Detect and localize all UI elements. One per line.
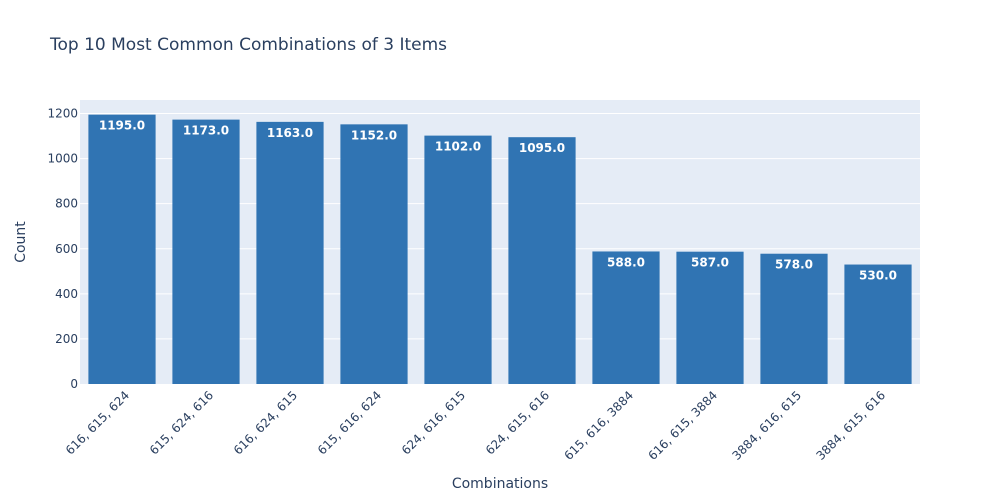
x-tick-label: 615, 624, 616 xyxy=(147,388,216,457)
y-tick-label: 0 xyxy=(70,377,78,391)
bar[interactable] xyxy=(340,124,408,384)
bar-value-label: 1152.0 xyxy=(351,128,397,142)
x-tick-label: 616, 615, 624 xyxy=(63,388,132,457)
x-axis-ticks: 616, 615, 624 615, 624, 616 616, 624, 615 6… xyxy=(63,388,888,463)
bar-value-label: 578.0 xyxy=(775,258,813,272)
bar[interactable] xyxy=(508,137,576,384)
bar-value-label: 1173.0 xyxy=(183,124,229,138)
x-tick-label: 616, 624, 615 xyxy=(231,388,300,457)
bars xyxy=(88,114,912,385)
bar-value-label: 587.0 xyxy=(691,256,729,270)
bar[interactable] xyxy=(256,121,324,384)
bar-value-label: 1102.0 xyxy=(435,140,481,154)
bar[interactable] xyxy=(676,251,744,384)
x-tick-label: 615, 616, 3884 xyxy=(561,388,636,463)
y-tick-label: 800 xyxy=(55,197,78,211)
bar-labels: 1195.0 1173.0 1163.0 1152.0 1102.0 1095.0 588.… xyxy=(99,119,897,283)
bar-value-label: 1195.0 xyxy=(99,119,145,133)
x-tick-label: 3884, 616, 615 xyxy=(729,388,804,463)
bar-value-label: 588.0 xyxy=(607,255,645,269)
x-tick-label: 3884, 615, 616 xyxy=(813,388,888,463)
y-axis-title: Count xyxy=(13,221,29,263)
y-tick-label: 1200 xyxy=(47,107,78,121)
bar[interactable] xyxy=(424,135,492,384)
y-tick-label: 200 xyxy=(55,332,78,346)
y-tick-label: 1000 xyxy=(47,152,78,166)
x-tick-label: 624, 615, 616 xyxy=(483,388,552,457)
bar-value-label: 1163.0 xyxy=(267,126,313,140)
bar[interactable] xyxy=(760,253,828,384)
x-axis-title: Combinations xyxy=(452,476,548,492)
bar[interactable] xyxy=(88,114,156,385)
x-tick-label: 624, 616, 615 xyxy=(399,388,468,457)
bar[interactable] xyxy=(592,251,660,384)
x-tick-label: 616, 615, 3884 xyxy=(645,388,720,463)
chart-title: Top 10 Most Common Combinations of 3 Ite… xyxy=(49,35,447,55)
bar-value-label: 530.0 xyxy=(859,269,897,283)
y-tick-label: 600 xyxy=(55,242,78,256)
y-tick-label: 400 xyxy=(55,287,78,301)
x-tick-label: 615, 616, 624 xyxy=(315,388,384,457)
bar-value-label: 1095.0 xyxy=(519,141,565,155)
bar[interactable] xyxy=(844,264,912,384)
bar[interactable] xyxy=(172,119,240,384)
y-axis-ticks: 0 200 400 600 800 1000 1200 xyxy=(47,107,78,391)
